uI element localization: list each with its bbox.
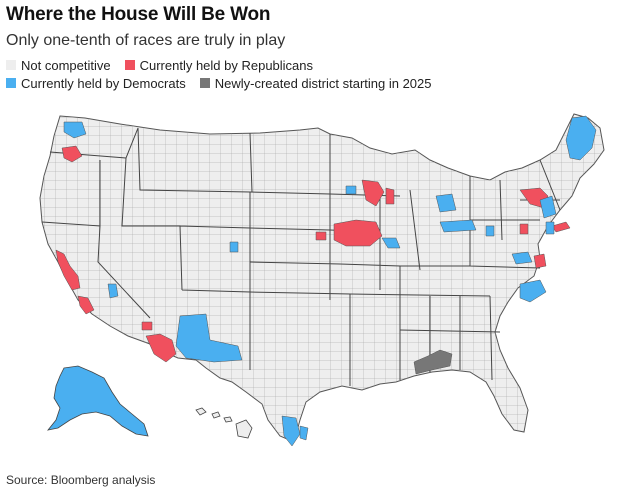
district-pa-rep: [519, 223, 529, 235]
state-border-south: [349, 293, 501, 381]
district-mi-dem: [435, 193, 457, 213]
district-boundaries: [40, 114, 604, 442]
district-az-rep: [145, 333, 177, 363]
district-oh-dem: [439, 219, 477, 233]
district-wa-dem: [63, 121, 87, 139]
alaska: [47, 365, 149, 437]
district-ne-rep: [315, 231, 327, 241]
district-nv-dem: [107, 283, 119, 299]
legend-swatch-new-district: [199, 78, 210, 88]
district-mi-rep: [385, 187, 395, 205]
district-ca-south-rep: [77, 295, 95, 315]
district-wi-rep: [361, 179, 385, 207]
contiguous-us: [39, 113, 605, 443]
district-pa-dem: [485, 225, 495, 237]
state-border-west-coast: [41, 127, 151, 319]
chart-subtitle: Only one-tenth of races are truly in pla…: [6, 32, 286, 49]
legend-swatch-not-competitive: [6, 60, 16, 70]
district-va-dem: [511, 251, 533, 265]
district-az-north-rep: [141, 321, 153, 331]
new-districts: [413, 349, 453, 375]
district-nm-dem: [175, 313, 243, 363]
legend-label-democrats: Currently held by Democrats: [21, 75, 186, 91]
alaska-shape: [47, 365, 149, 437]
district-nj-dem: [545, 221, 555, 235]
district-ny-dem: [539, 195, 557, 219]
district-il-dem: [381, 237, 401, 249]
legend-swatch-democrats: [6, 78, 16, 88]
democrat-districts: [63, 115, 597, 447]
us-district-map: [39, 113, 605, 447]
district-nc-dem: [519, 279, 547, 303]
legend-label-republicans: Currently held by Republicans: [139, 57, 314, 73]
district-tx-gulf-dem: [299, 425, 309, 441]
legend-item-republicans: Currently held by Republicans: [124, 57, 314, 73]
hawaii-island-3: [223, 416, 233, 423]
district-ny-li-rep: [551, 221, 571, 233]
hawaii-island-2: [211, 411, 221, 419]
legend: Not competitive Currently held by Republ…: [6, 56, 606, 92]
legend-item-not-competitive: Not competitive: [6, 58, 111, 73]
state-border-plains: [249, 132, 351, 386]
district-wi-dem: [345, 185, 357, 195]
hawaii-island-4: [235, 419, 253, 439]
legend-item-new-district: Newly-created district starting in 2025: [199, 75, 432, 91]
district-me-dem: [565, 115, 597, 161]
legend-item-democrats: Currently held by Democrats: [6, 76, 186, 91]
district-or-rep: [61, 145, 83, 163]
hawaii: [195, 407, 253, 439]
legend-label-new-district: Newly-created district starting in 2025: [214, 75, 432, 91]
district-al-new: [413, 349, 453, 375]
district-ia-rep: [333, 219, 383, 247]
legend-swatch-republicans: [124, 60, 135, 70]
district-va-rep: [533, 253, 547, 269]
chart-title: Where the House Will Be Won: [6, 4, 271, 25]
legend-label-not-competitive: Not competitive: [21, 57, 111, 73]
district-tx-dem: [281, 415, 301, 447]
republican-districts: [55, 145, 571, 363]
district-co-dem: [229, 241, 239, 253]
hawaii-island-1: [195, 407, 207, 416]
district-ca-central-rep: [55, 249, 81, 291]
source-note: Source: Bloomberg analysis: [6, 473, 156, 487]
